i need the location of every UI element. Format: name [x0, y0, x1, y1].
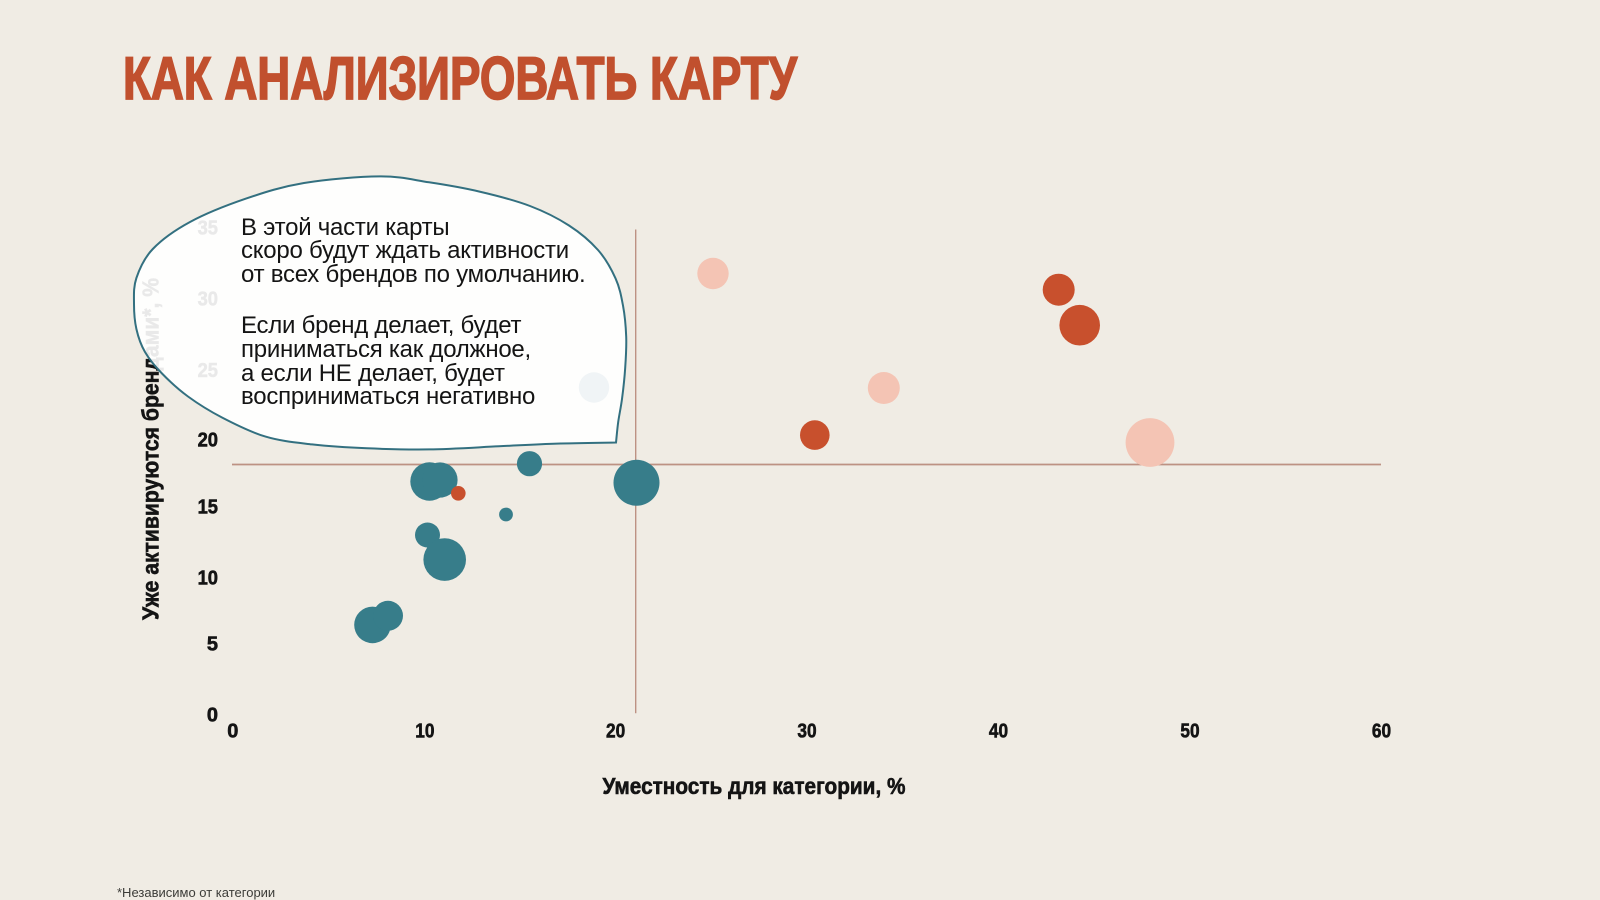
- svg-text:15: 15: [198, 497, 218, 519]
- svg-text:50: 50: [1180, 721, 1199, 743]
- svg-text:0: 0: [227, 721, 238, 743]
- svg-text:20: 20: [198, 430, 218, 452]
- svg-text:*Независимо от категории: *Независимо от категории: [117, 885, 275, 900]
- svg-text:0: 0: [207, 705, 218, 727]
- svg-text:40: 40: [989, 721, 1008, 743]
- svg-text:10: 10: [415, 721, 434, 743]
- svg-text:Уместность для категории, %: Уместность для категории, %: [603, 773, 906, 799]
- svg-text:30: 30: [797, 721, 816, 743]
- svg-text:20: 20: [606, 721, 625, 743]
- svg-text:10: 10: [198, 568, 218, 590]
- svg-text:5: 5: [207, 634, 218, 656]
- svg-text:60: 60: [1372, 721, 1391, 743]
